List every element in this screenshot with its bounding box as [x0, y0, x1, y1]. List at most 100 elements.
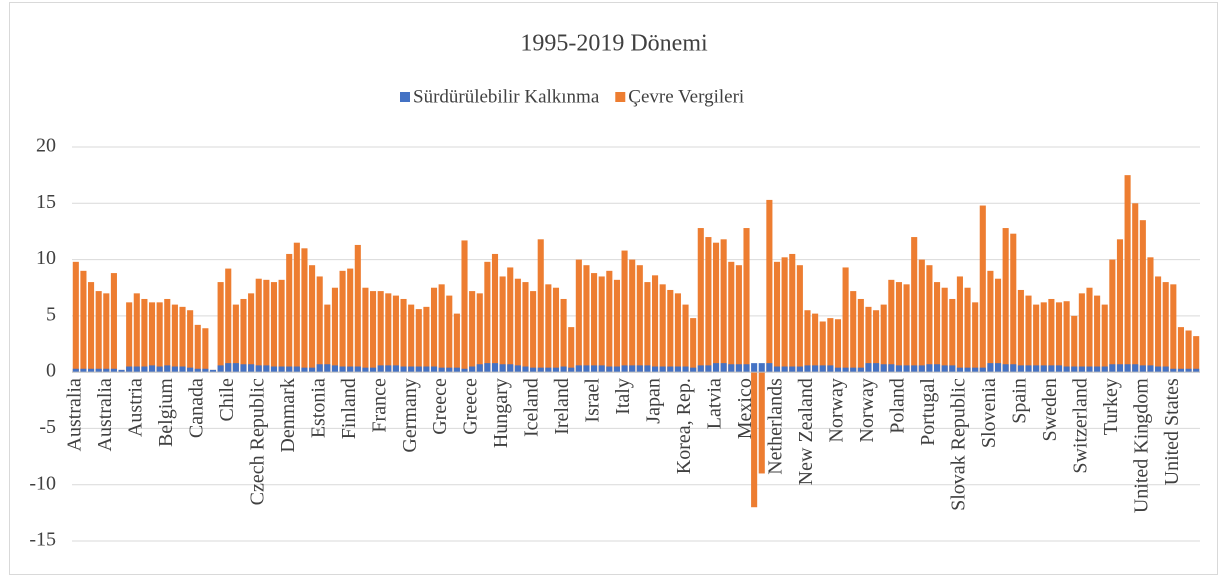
bar: [453, 367, 460, 373]
bar: [583, 365, 590, 373]
bar: [1055, 365, 1063, 373]
bar: [560, 366, 567, 373]
bar: [712, 363, 720, 373]
bar: [1177, 327, 1184, 373]
bar: [309, 367, 316, 373]
bar: [95, 291, 102, 373]
bar: [179, 306, 186, 373]
bar: [232, 363, 239, 373]
x-tick-label: Slovenia: [978, 378, 1000, 448]
bar: [1177, 368, 1184, 373]
bar: [1086, 366, 1093, 373]
bar: [545, 284, 552, 373]
x-tick-label: France: [368, 378, 390, 433]
bar: [552, 287, 560, 373]
x-tick-label: Slovak Republic: [948, 378, 970, 511]
bar: [575, 365, 582, 373]
bar: [255, 365, 262, 373]
bar: [88, 282, 95, 373]
bar: [819, 321, 826, 373]
bar: [781, 366, 788, 373]
bar: [629, 259, 636, 373]
bar: [903, 365, 910, 373]
bar: [423, 306, 430, 373]
bar: [652, 366, 659, 373]
bar: [591, 365, 598, 373]
x-tick-label: New Zealand: [795, 378, 817, 485]
x-tick-label: Finland: [338, 378, 360, 439]
bar: [461, 240, 468, 373]
bar: [377, 365, 384, 373]
legend-swatch: [615, 92, 626, 102]
bar: [1185, 368, 1192, 373]
bar: [415, 366, 422, 373]
bar: [225, 363, 232, 373]
bar: [392, 365, 399, 373]
bar: [568, 367, 575, 373]
bar: [873, 310, 880, 373]
bar: [110, 273, 117, 373]
x-tick-label: Iceland: [521, 378, 543, 437]
bar: [156, 366, 163, 373]
bar: [766, 363, 773, 373]
bar: [370, 291, 377, 373]
bar: [461, 368, 468, 373]
bar: [400, 366, 407, 373]
bar: [926, 265, 933, 373]
bar: [598, 276, 605, 373]
bar: [202, 328, 209, 373]
bar: [354, 366, 361, 373]
bar: [1155, 366, 1162, 373]
bar: [796, 366, 803, 373]
bar: [1109, 364, 1116, 373]
bar: [934, 282, 941, 373]
bar: [476, 364, 483, 373]
bar: [103, 293, 110, 373]
x-tick-label: Israel: [582, 378, 604, 423]
bar: [240, 364, 247, 373]
bar: [1109, 259, 1116, 373]
bar: [941, 287, 948, 373]
bar: [1025, 365, 1032, 373]
x-tick-label: Canada: [185, 378, 207, 438]
bar: [537, 239, 544, 373]
legend-label: Çevre Vergileri: [628, 86, 744, 107]
bar: [850, 367, 857, 373]
bar: [286, 366, 293, 373]
x-tick-label: Spain: [1008, 378, 1030, 424]
bar: [1162, 282, 1169, 373]
bar: [80, 368, 87, 373]
bar: [209, 369, 217, 373]
bar: [1002, 228, 1009, 373]
bar: [789, 366, 796, 373]
bar: [331, 287, 338, 373]
bar: [1101, 366, 1108, 373]
bar: [316, 364, 323, 373]
y-tick-label: 0: [46, 360, 56, 382]
bar: [1147, 257, 1154, 373]
bar: [164, 365, 171, 373]
bar: [1116, 239, 1124, 373]
bar: [1063, 366, 1070, 373]
bar: [956, 367, 963, 373]
bar: [697, 228, 704, 373]
x-tick-label: Sweden: [1039, 378, 1061, 441]
bar: [812, 313, 819, 373]
bar: [392, 295, 399, 373]
bar: [491, 253, 499, 373]
bar: [514, 278, 521, 373]
bar: [1002, 364, 1009, 373]
x-tick-label: Japan: [643, 378, 665, 424]
bar: [926, 364, 933, 373]
bar: [141, 366, 148, 373]
bar: [522, 366, 529, 373]
bar: [644, 365, 651, 373]
x-tick-label: Denmark: [277, 378, 299, 452]
bar: [293, 366, 300, 373]
bar: [194, 368, 201, 373]
bar: [674, 366, 681, 373]
bar: [103, 368, 110, 373]
bar: [324, 304, 331, 373]
bar: [545, 367, 552, 373]
bar: [697, 365, 704, 373]
